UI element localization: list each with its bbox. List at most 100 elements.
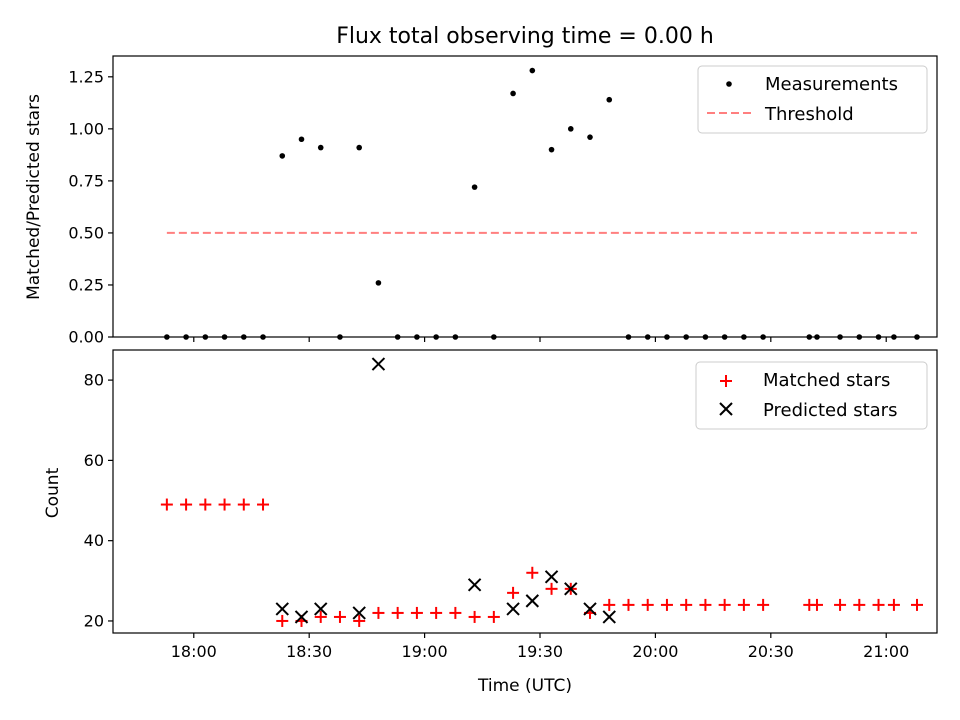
matched-stars-point (372, 606, 385, 619)
bottom-axes: 20 40 60 80 18:00 18:30 19:00 19:30 20:00 20:30 21… (84, 349, 938, 661)
matched-stars-point (487, 610, 500, 623)
x-tick-label: 21:00 (863, 642, 909, 661)
measurements-point (664, 334, 670, 340)
legend-matched-label: Matched stars (763, 370, 890, 391)
bottom-y-tick-label: 80 (84, 371, 104, 390)
measurements-point (202, 334, 209, 340)
top-y-tick-label: 0.00 (68, 328, 104, 347)
x-tick-label: 18:00 (171, 642, 217, 661)
top-legend: Measurements Threshold (697, 65, 928, 134)
bottom-y-axis-label: Count (43, 467, 63, 518)
matched-stars-point (314, 610, 327, 623)
measurements-point (471, 184, 478, 190)
matched-stars-point (353, 614, 366, 627)
measurements-point (625, 334, 632, 340)
measurements-point (760, 334, 766, 340)
matched-stars-point (410, 606, 423, 619)
matched-stars-point (810, 598, 823, 611)
predicted-stars-point (544, 570, 559, 584)
legend-threshold-label: Threshold (764, 104, 854, 125)
measurements-point (240, 334, 247, 340)
measurements-point (814, 334, 820, 340)
predicted-stars-point (314, 602, 328, 616)
matched-stars-point (718, 598, 731, 611)
top-y-tick-label: 0.25 (68, 275, 104, 294)
measurements-point (491, 334, 497, 340)
x-tick-label: 20:30 (748, 642, 794, 661)
top-legend-box (697, 65, 928, 134)
measurements-point (260, 334, 266, 340)
x-tick-label: 20:00 (632, 642, 678, 661)
measurements-point (875, 334, 882, 340)
x-tick-label: 19:00 (402, 642, 448, 661)
legend-measurements-marker (726, 81, 732, 87)
matched-stars-point (276, 614, 289, 627)
matched-stars-point (660, 598, 673, 611)
predicted-stars-point (525, 594, 540, 608)
matched-stars-point (180, 498, 193, 511)
measurements-point (433, 334, 439, 340)
matched-stars-point (641, 598, 654, 611)
measurements-point (914, 334, 920, 340)
bottom-y-tick-label: 40 (84, 531, 104, 550)
matched-stars-point (526, 566, 539, 579)
measurements-point (337, 334, 343, 340)
measurements-point (356, 144, 362, 151)
measurements-point (298, 136, 305, 143)
matched-stars-point (218, 498, 231, 511)
legend-matched-marker (720, 375, 732, 387)
measurements-point (394, 334, 401, 340)
predicted-stars-point (602, 610, 616, 624)
matched-stars-point (507, 586, 520, 599)
matched-stars-point (910, 598, 923, 611)
top-axes: 0.00 0.25 0.50 0.75 1.00 1.25 Measurements Th… (68, 55, 938, 347)
matched-stars-point (199, 498, 212, 511)
top-plot-frame (112, 55, 938, 338)
measurements-point (567, 126, 574, 132)
matched-stars-point (853, 598, 866, 611)
top-y-tick-label: 1.00 (68, 119, 104, 138)
matched-stars-point (391, 606, 404, 619)
matched-stars-point (757, 598, 770, 611)
measurements-point (452, 334, 459, 340)
measurements-point (414, 334, 420, 340)
top-y-axis-label: Matched/Predicted stars (24, 94, 44, 300)
bottom-plot-frame (112, 349, 938, 634)
measurements-point (644, 334, 651, 340)
legend-predicted-label: Predicted stars (763, 400, 897, 421)
measurements-point (317, 144, 324, 151)
measurements-point (529, 67, 536, 74)
matched-stars-point (237, 498, 250, 511)
legend-predicted-marker (719, 402, 733, 416)
measurements-point (683, 334, 689, 340)
matched-stars-point (603, 598, 616, 611)
matched-stars-point (834, 598, 847, 611)
predicted-stars-point (467, 578, 482, 592)
predicted-stars-point (294, 610, 309, 624)
matched-stars-point (468, 610, 481, 623)
predicted-stars-point (564, 582, 578, 596)
matched-stars-point (887, 598, 900, 611)
measurements-point (806, 334, 813, 340)
measurements-point (702, 334, 709, 340)
measurements-point (721, 334, 728, 340)
measurements-point (279, 153, 286, 159)
matched-stars-point (449, 606, 462, 619)
measurements-point (587, 134, 593, 140)
predicted-stars-point (583, 602, 597, 616)
matched-stars-point (699, 598, 712, 611)
legend-measurements-label: Measurements (765, 74, 898, 95)
matched-stars-point (680, 598, 693, 611)
matched-stars-point (872, 598, 885, 611)
bottom-y-tick-label: 60 (84, 451, 104, 470)
measurements-point (221, 334, 228, 340)
matched-stars-point (430, 606, 443, 619)
measurements-point (548, 146, 555, 153)
chart-title: Flux total observing time = 0.00 h (336, 24, 714, 49)
top-y-tick-label: 0.75 (68, 171, 104, 190)
measurements-point (164, 334, 170, 340)
bottom-legend-box (695, 361, 928, 430)
measurements-point (375, 280, 382, 286)
measurements-point (741, 334, 747, 340)
predicted-stars-point (352, 606, 366, 620)
